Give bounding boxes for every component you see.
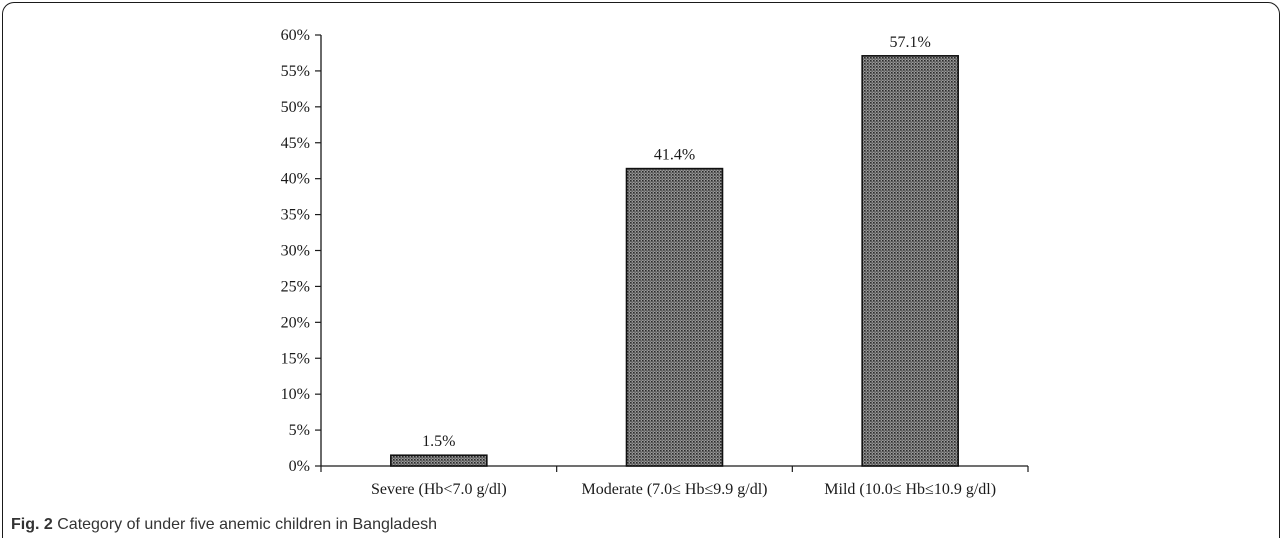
y-tick-label: 10% — [281, 386, 310, 403]
y-tick-label: 30% — [281, 243, 310, 260]
y-tick-label: 50% — [281, 99, 310, 116]
x-category-label: Mild (10.0≤ Hb≤10.9 g/dl) — [824, 481, 996, 498]
bar — [390, 454, 488, 467]
x-category-label: Severe (Hb<7.0 g/dl) — [371, 481, 507, 498]
y-tick-label: 15% — [281, 350, 310, 367]
figure-caption-text: Category of under five anemic children i… — [57, 516, 438, 533]
data-label: 41.4% — [654, 147, 695, 164]
y-axis: 0% 5% 10% 15% 20% 25% 30% 35% 40% 45% 50% 55% 60% — [281, 27, 322, 475]
y-tick-label: 55% — [281, 63, 310, 80]
y-tick-label: 20% — [281, 314, 310, 331]
y-tick-label: 45% — [281, 135, 310, 152]
data-label: 57.1% — [890, 34, 931, 51]
bars — [390, 55, 959, 467]
bar — [625, 167, 724, 467]
y-tick-label: 60% — [281, 27, 310, 44]
x-category-label: Moderate (7.0≤ Hb≤9.9 g/dl) — [582, 481, 768, 498]
y-tick-label: 0% — [289, 458, 310, 475]
y-tick-label: 35% — [281, 207, 310, 224]
bar — [861, 55, 959, 467]
y-tick-label: 25% — [281, 278, 310, 295]
figure-label: Fig. 2 — [11, 516, 53, 533]
figure-caption: Fig. 2 Category of under five anemic chi… — [11, 516, 437, 534]
y-tick-label: 40% — [281, 171, 310, 188]
y-tick-label: 5% — [289, 422, 310, 439]
data-label: 1.5% — [422, 433, 455, 450]
data-labels: 1.5% 41.4% 57.1% — [422, 34, 931, 450]
x-axis: Severe (Hb<7.0 g/dl) Moderate (7.0≤ Hb≤9.… — [320, 465, 1029, 498]
